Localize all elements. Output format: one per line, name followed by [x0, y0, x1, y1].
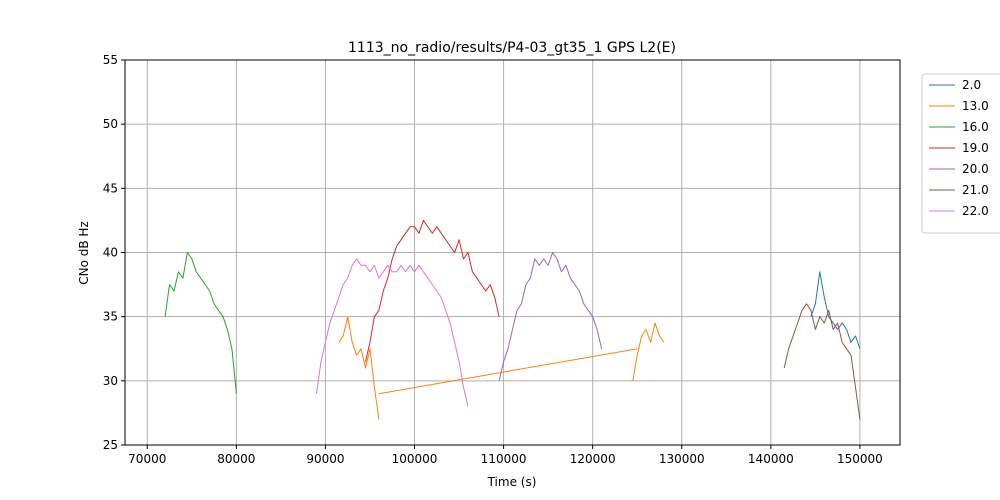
- x-axis-label: Time (s): [487, 475, 537, 489]
- y-tick-label: 25: [103, 438, 118, 452]
- y-axis: 25 30 35 40 45 50 55: [103, 53, 125, 452]
- x-tick-label: 70000: [128, 452, 166, 466]
- y-tick-label: 40: [103, 246, 118, 260]
- x-tick-label: 140000: [748, 452, 794, 466]
- series-line: [498, 252, 603, 381]
- series-line: [378, 348, 638, 395]
- legend-label: 22.0: [962, 204, 989, 218]
- x-tick-label: 150000: [837, 452, 883, 466]
- series-line: [365, 219, 500, 362]
- x-tick-label: 90000: [306, 452, 344, 466]
- x-tick-label: 100000: [392, 452, 438, 466]
- y-tick-label: 55: [103, 53, 118, 67]
- x-tick-label: 130000: [659, 452, 705, 466]
- y-axis-label: CNo dB Hz: [77, 221, 91, 285]
- y-tick-label: 50: [103, 117, 118, 131]
- y-tick-label: 35: [103, 310, 118, 324]
- series-line: [783, 303, 861, 420]
- series-line: [338, 316, 380, 420]
- x-axis: 70000 80000 90000 100000 110000 120000 130000 1…: [128, 445, 883, 466]
- series-line: [316, 258, 469, 407]
- series-line: [632, 322, 665, 381]
- chart-title: 1113_no_radio/results/P4-03_gt35_1 GPS L…: [348, 40, 676, 56]
- x-tick-label: 80000: [217, 452, 255, 466]
- series-line: [164, 252, 237, 394]
- y-tick-label: 45: [103, 181, 118, 195]
- legend-label: 20.0: [962, 162, 989, 176]
- legend: 2.0 13.0 16.0 19.0 20.0 21.0 22.0: [921, 73, 1000, 234]
- x-tick-label: 120000: [570, 452, 616, 466]
- legend-label: 2.0: [962, 78, 981, 92]
- legend-label: 21.0: [962, 183, 989, 197]
- legend-box: [921, 73, 1000, 234]
- y-tick-label: 30: [103, 374, 118, 388]
- x-tick-label: 110000: [481, 452, 527, 466]
- legend-label: 13.0: [962, 99, 989, 113]
- legend-label: 19.0: [962, 141, 989, 155]
- legend-label: 16.0: [962, 120, 989, 134]
- plot-series: [164, 219, 861, 420]
